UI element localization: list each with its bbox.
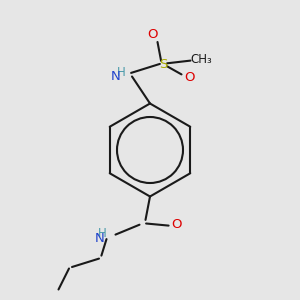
Text: O: O — [172, 218, 182, 231]
Text: CH₃: CH₃ — [191, 52, 212, 66]
Text: H: H — [98, 227, 107, 240]
Text: H: H — [116, 65, 125, 79]
Text: N: N — [95, 232, 104, 245]
Text: O: O — [147, 28, 158, 41]
Text: S: S — [159, 58, 168, 71]
Text: O: O — [185, 70, 195, 84]
Text: N: N — [111, 70, 121, 83]
